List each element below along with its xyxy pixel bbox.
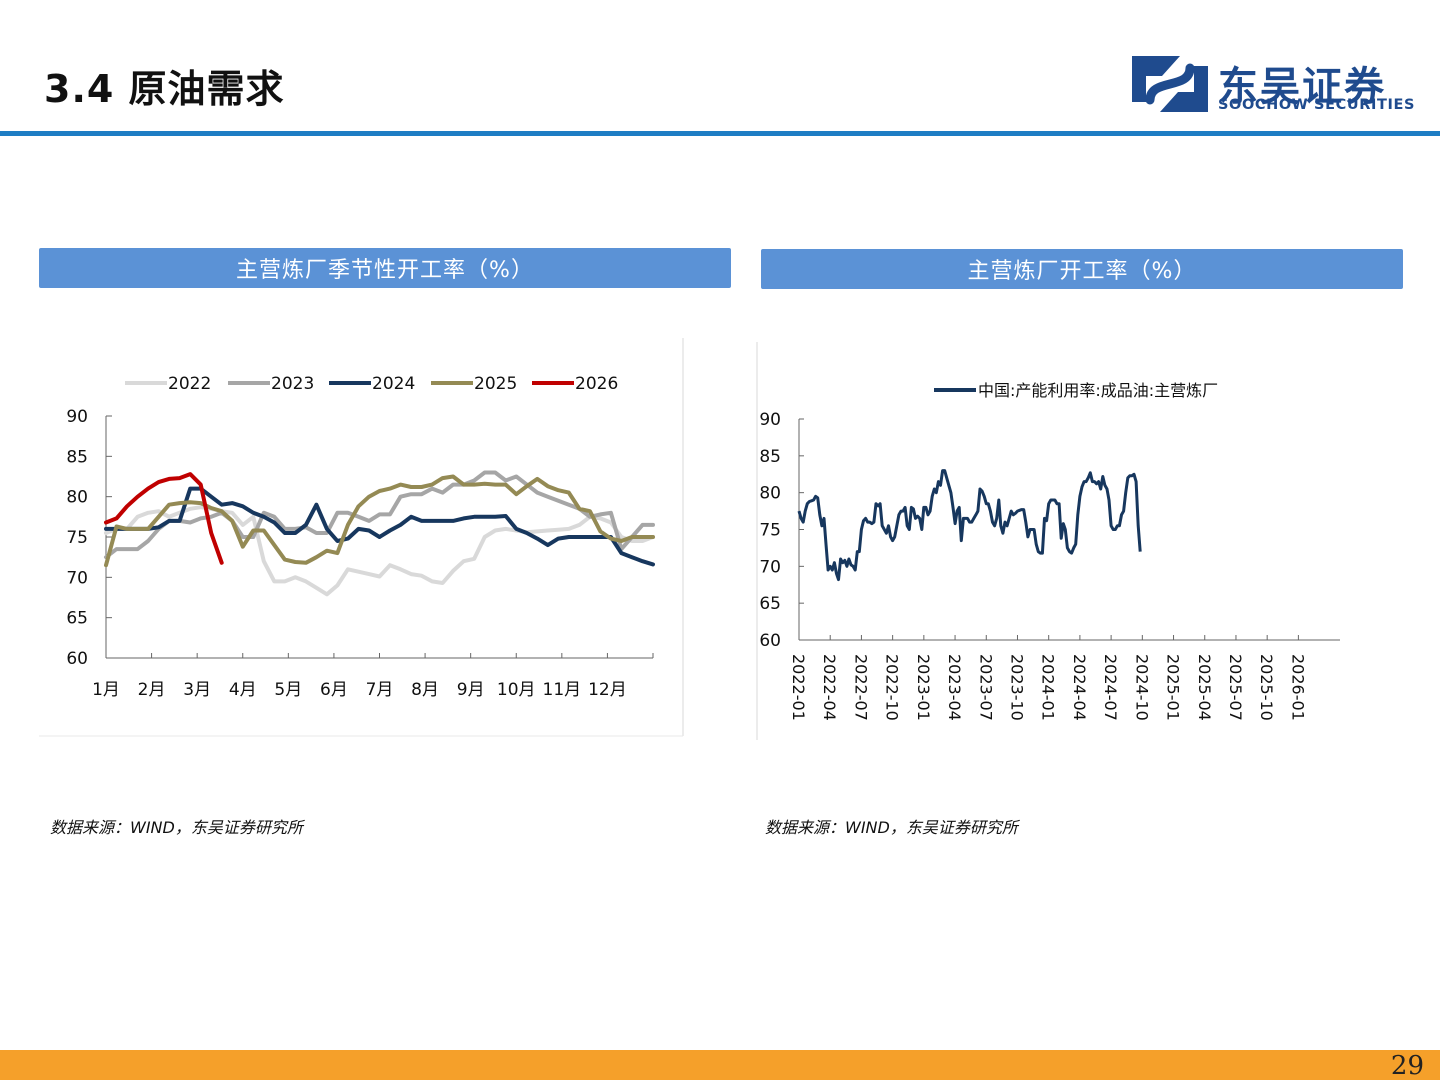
y-tick-label: 75 (66, 528, 88, 548)
x-tick-label: 10月 (497, 680, 536, 700)
x-tick-label: 2024-04 (1070, 654, 1089, 721)
footer-bar (0, 1050, 1440, 1080)
series-line-2023 (104, 470, 655, 560)
series-line-2025 (104, 474, 655, 568)
series-line-2024 (104, 486, 655, 567)
logo-text-en: SOOCHOW SECURITIES (1218, 97, 1415, 113)
right-chart-heading: 主营炼厂开工率（%） (761, 249, 1403, 289)
page-number: 29 (1390, 1051, 1424, 1081)
legend-label-2026: 2026 (575, 374, 618, 394)
logo-mark-icon (1132, 56, 1208, 112)
x-tick-label: 3月 (183, 680, 211, 700)
x-tick-label: 2023-04 (945, 654, 964, 721)
legend-label-2024: 2024 (372, 374, 415, 394)
logo-text-cn: 东吴证券 (1218, 64, 1386, 110)
x-tick-label: 11月 (543, 680, 582, 700)
x-tick-label: 2022-04 (820, 654, 839, 721)
left-chart-heading: 主营炼厂季节性开工率（%） (39, 248, 731, 288)
y-tick-label: 60 (759, 631, 781, 651)
x-tick-label: 2024-07 (1101, 654, 1120, 721)
x-tick-label: 2022-10 (883, 654, 902, 721)
x-tick-label: 8月 (411, 680, 439, 700)
legend-label: 中国:产能利用率:成品油:主营炼厂 (978, 381, 1218, 400)
utilization-chart: 60 65 70 75 80 85 90 2022-01 2022-04 2022-07 2022-… (756, 342, 1402, 742)
x-tick-label: 2022-01 (789, 654, 808, 721)
x-tick-label: 2024-10 (1132, 654, 1151, 721)
x-tick-label: 9月 (457, 680, 485, 700)
y-tick-label: 80 (66, 488, 88, 508)
x-tick-label: 5月 (274, 680, 302, 700)
x-tick-label: 2025-01 (1164, 654, 1183, 721)
x-tick-label: 2022-07 (851, 654, 870, 721)
left-source-note: 数据来源：WIND，东吴证券研究所 (50, 818, 303, 837)
x-tick-label: 4月 (229, 680, 257, 700)
x-tick-label: 2023-01 (914, 654, 933, 721)
y-tick-label: 75 (759, 521, 781, 541)
seasonal-chart: 60 65 70 75 80 85 90 1月 2月 3月 4月 5月 6月 7月 8月 9月 10月 11月 12… (39, 338, 685, 738)
right-source-note: 数据来源：WIND，东吴证券研究所 (765, 818, 1018, 837)
x-tick-label: 1月 (92, 680, 120, 700)
x-tick-label: 2023-10 (1008, 654, 1027, 721)
header-rule (0, 131, 1440, 136)
y-tick-label: 90 (66, 407, 88, 427)
series-line-utilization (797, 469, 1142, 582)
y-tick-label: 85 (66, 447, 88, 467)
legend-label-2023: 2023 (271, 374, 314, 394)
page-title: 3.4 原油需求 (44, 67, 285, 111)
y-tick-label: 70 (66, 568, 88, 588)
x-tick-label: 2023-07 (976, 654, 995, 721)
x-tick-label: 2025-07 (1226, 654, 1245, 721)
x-tick-label: 7月 (366, 680, 394, 700)
y-tick-label: 70 (759, 557, 781, 577)
x-tick-label: 2024-01 (1039, 654, 1058, 721)
x-tick-label: 2月 (138, 680, 166, 700)
x-tick-label: 6月 (320, 680, 348, 700)
company-logo: 东吴证券 SOOCHOW SECURITIES (1132, 56, 1414, 114)
y-tick-label: 80 (759, 484, 781, 504)
seasonal-chart-svg: 60 65 70 75 80 85 90 1月 2月 3月 4月 5月 6月 7月 8月 9月 10月 11月 12… (39, 338, 684, 737)
y-tick-label: 65 (66, 609, 88, 629)
legend-label-2025: 2025 (474, 374, 517, 394)
x-tick-label: 2026-01 (1288, 654, 1307, 721)
x-tick-label: 2025-04 (1195, 654, 1214, 721)
x-tick-label: 12月 (588, 680, 627, 700)
series-line-2026 (104, 472, 224, 565)
utilization-chart-svg: 60 65 70 75 80 85 90 2022-01 2022-04 2022-07 2022-… (756, 342, 1340, 740)
y-tick-label: 90 (759, 410, 781, 430)
y-tick-label: 65 (759, 594, 781, 614)
x-tick-label: 2025-10 (1257, 654, 1276, 721)
y-tick-label: 60 (66, 649, 88, 669)
legend-label-2022: 2022 (168, 374, 211, 394)
y-tick-label: 85 (759, 447, 781, 467)
series-line-2022 (104, 505, 655, 597)
